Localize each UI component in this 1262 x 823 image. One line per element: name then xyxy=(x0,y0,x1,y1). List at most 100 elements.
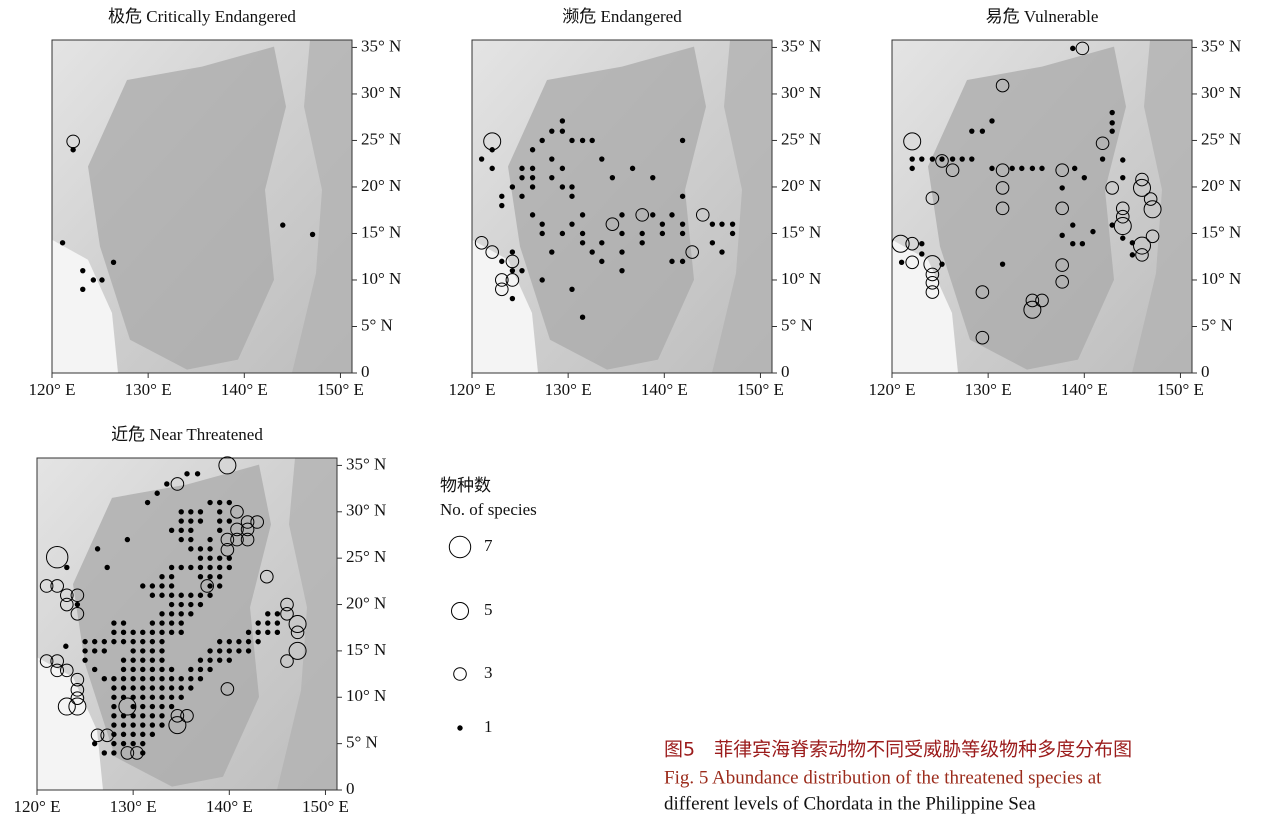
point xyxy=(660,222,664,226)
point xyxy=(179,510,183,514)
point xyxy=(208,584,212,588)
y-tick-label: 0 xyxy=(781,362,790,381)
point xyxy=(198,556,202,560)
point xyxy=(92,741,96,745)
x-tick-label: 150° E xyxy=(317,380,364,399)
point xyxy=(530,213,534,217)
point xyxy=(246,639,250,643)
y-tick-label: 5° N xyxy=(361,315,393,334)
point xyxy=(121,723,125,727)
point xyxy=(680,259,684,263)
point xyxy=(83,649,87,653)
legend-symbol xyxy=(452,603,469,620)
point xyxy=(1080,242,1084,246)
point xyxy=(920,157,924,161)
point xyxy=(83,639,87,643)
point xyxy=(198,565,202,569)
point xyxy=(131,658,135,662)
point xyxy=(189,686,193,690)
point xyxy=(131,723,135,727)
point xyxy=(560,129,564,133)
y-tick-label: 0 xyxy=(1201,362,1210,381)
point xyxy=(479,157,483,161)
legend-symbol xyxy=(458,726,462,730)
point xyxy=(160,686,164,690)
point xyxy=(275,621,279,625)
point xyxy=(960,157,964,161)
point xyxy=(227,500,231,504)
point xyxy=(630,166,634,170)
point xyxy=(1071,223,1075,227)
point xyxy=(141,704,145,708)
point xyxy=(590,250,594,254)
point xyxy=(910,157,914,161)
x-tick-label: 120° E xyxy=(449,380,496,399)
point xyxy=(640,231,644,235)
point xyxy=(540,278,544,282)
point xyxy=(520,175,524,179)
point xyxy=(217,500,221,504)
point xyxy=(208,556,212,560)
point xyxy=(550,250,554,254)
point xyxy=(580,138,584,142)
x-tick-label: 150° E xyxy=(302,797,349,816)
point xyxy=(81,268,85,272)
point xyxy=(179,593,183,597)
point xyxy=(217,519,221,523)
point xyxy=(150,686,154,690)
point xyxy=(169,528,173,532)
point xyxy=(75,602,79,606)
point xyxy=(208,658,212,662)
point xyxy=(600,157,604,161)
point xyxy=(198,547,202,551)
point xyxy=(141,751,145,755)
point xyxy=(530,175,534,179)
point xyxy=(580,213,584,217)
point xyxy=(131,704,135,708)
point xyxy=(111,260,115,264)
point xyxy=(540,138,544,142)
point xyxy=(730,222,734,226)
point xyxy=(520,268,524,272)
point xyxy=(121,714,125,718)
point xyxy=(227,639,231,643)
point xyxy=(198,658,202,662)
point xyxy=(141,667,145,671)
point xyxy=(189,593,193,597)
point xyxy=(256,621,260,625)
point xyxy=(730,231,734,235)
point xyxy=(189,547,193,551)
caption-en: different levels of Chordata in the Phil… xyxy=(664,793,1036,814)
point xyxy=(560,185,564,189)
point xyxy=(550,175,554,179)
point xyxy=(131,630,135,634)
point xyxy=(990,166,994,170)
point xyxy=(217,556,221,560)
legend-symbol xyxy=(449,536,470,557)
point xyxy=(141,714,145,718)
point xyxy=(169,677,173,681)
point xyxy=(970,157,974,161)
point xyxy=(165,482,169,486)
point xyxy=(92,667,96,671)
point xyxy=(160,575,164,579)
point xyxy=(155,491,159,495)
point xyxy=(208,537,212,541)
point xyxy=(1110,110,1114,114)
point xyxy=(1082,175,1086,179)
point xyxy=(1110,129,1114,133)
point xyxy=(189,612,193,616)
point xyxy=(530,148,534,152)
point xyxy=(105,565,109,569)
y-tick-label: 35° N xyxy=(1201,36,1241,55)
point xyxy=(227,658,231,662)
point xyxy=(145,500,149,504)
point xyxy=(150,621,154,625)
point xyxy=(560,231,564,235)
x-tick-label: 130° E xyxy=(965,380,1012,399)
point xyxy=(640,241,644,245)
point xyxy=(1071,242,1075,246)
point xyxy=(150,593,154,597)
point xyxy=(208,565,212,569)
point xyxy=(275,612,279,616)
